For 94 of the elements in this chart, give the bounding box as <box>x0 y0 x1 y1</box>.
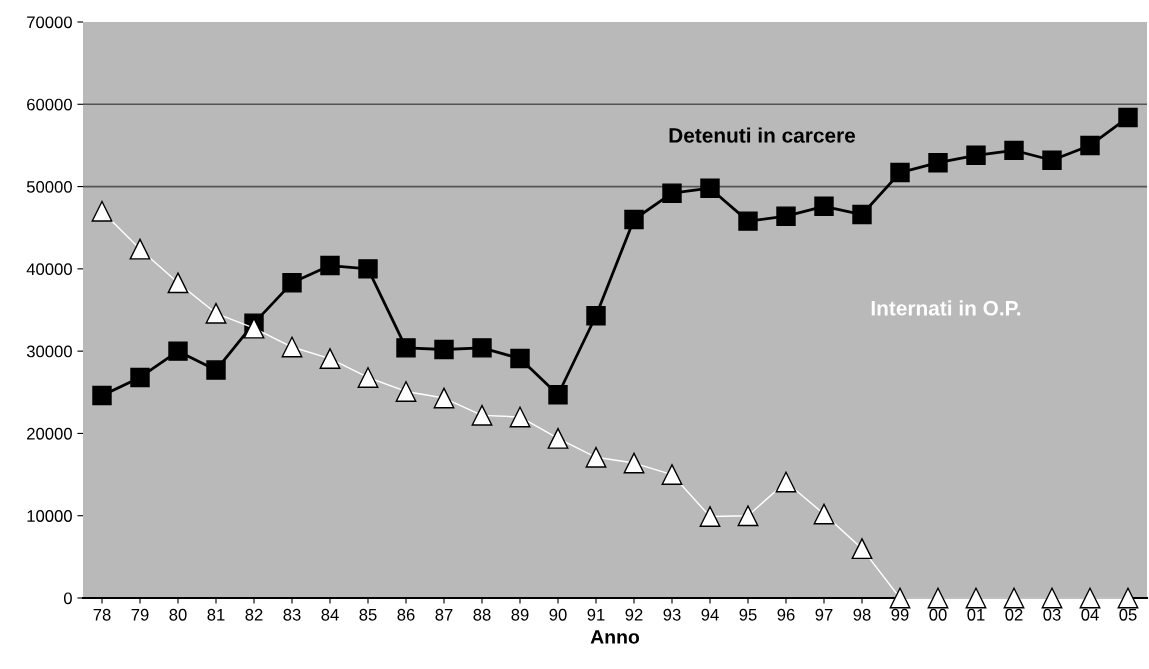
x-tick-label: 81 <box>207 608 225 621</box>
point <box>282 273 302 293</box>
series-label: Detenuti in carcere <box>669 127 856 143</box>
point <box>814 196 834 217</box>
point <box>699 506 721 527</box>
x-tick-label: 78 <box>93 608 111 621</box>
point <box>281 336 303 358</box>
x-tick-label: 91 <box>587 608 605 621</box>
x-tick-label: 04 <box>1081 608 1099 621</box>
point <box>662 183 682 203</box>
point <box>700 178 720 198</box>
x-tick-label: 94 <box>701 608 719 621</box>
point <box>91 200 113 222</box>
y-tick-label: 50000 <box>26 180 72 193</box>
x-axis-title: Anno <box>590 630 640 644</box>
y-tick-label: 30000 <box>26 345 72 358</box>
point <box>813 503 835 525</box>
point <box>966 145 986 166</box>
point <box>357 367 379 388</box>
y-tick-label: 60000 <box>27 98 72 111</box>
y-tick-label: 70000 <box>27 16 72 29</box>
x-tick-label: 90 <box>549 608 567 621</box>
x-tick-label: 82 <box>245 608 263 621</box>
x-tick-label: 95 <box>739 608 757 621</box>
point <box>737 505 759 527</box>
x-tick-label: 92 <box>625 608 643 621</box>
point <box>927 587 949 609</box>
point <box>92 385 112 406</box>
point <box>585 446 607 468</box>
point <box>965 587 987 609</box>
x-tick-label: 00 <box>929 608 947 621</box>
point <box>1080 135 1100 156</box>
x-tick-label: 98 <box>853 608 871 621</box>
point <box>548 385 568 405</box>
point <box>1118 107 1138 128</box>
x-tick-label: 84 <box>321 608 339 621</box>
point <box>243 317 265 339</box>
x-tick-label: 05 <box>1119 608 1137 621</box>
x-tick-label: 87 <box>435 608 453 621</box>
point <box>890 162 910 183</box>
point <box>168 341 188 361</box>
x-tick-label: 86 <box>397 608 415 621</box>
x-tick-label: 03 <box>1043 608 1061 621</box>
point <box>1079 587 1101 609</box>
y-tick-label: 20000 <box>27 427 72 440</box>
x-tick-label: 88 <box>473 608 491 621</box>
point <box>472 338 492 358</box>
x-tick-label: 99 <box>891 608 909 621</box>
y-tick-label: 10000 <box>27 510 72 522</box>
point <box>206 360 226 380</box>
point <box>167 272 189 294</box>
y-tick-label: 40000 <box>26 263 72 276</box>
x-tick-label: 79 <box>131 608 149 621</box>
text: Internati in O.P. <box>871 300 1021 316</box>
point <box>928 152 948 173</box>
point <box>889 587 911 609</box>
point <box>738 211 758 231</box>
point <box>1042 150 1062 170</box>
point <box>320 255 340 276</box>
point <box>509 406 531 428</box>
point <box>1004 140 1024 161</box>
x-tick-label: 89 <box>511 608 529 621</box>
x-tick-label: 01 <box>967 608 985 621</box>
x-tick-label: 80 <box>169 608 187 621</box>
x-tick-label: 02 <box>1005 608 1023 621</box>
point <box>1041 587 1063 609</box>
x-tick-label: 83 <box>283 608 301 621</box>
point <box>129 238 151 260</box>
point <box>319 348 341 369</box>
point <box>471 404 493 426</box>
point <box>205 302 227 324</box>
point <box>776 206 796 226</box>
y-tick-label: 0 <box>63 592 72 605</box>
point <box>358 259 378 279</box>
point <box>510 348 530 369</box>
point <box>1003 587 1025 609</box>
point <box>852 204 872 225</box>
point <box>624 209 644 230</box>
x-tick-label: 93 <box>663 608 681 621</box>
x-tick-label: 97 <box>815 608 833 621</box>
x-tick-label: 85 <box>359 608 377 621</box>
point <box>395 381 417 402</box>
point <box>851 538 873 560</box>
point <box>1117 587 1139 609</box>
point <box>547 427 569 449</box>
point <box>661 464 683 485</box>
point <box>623 452 645 474</box>
point <box>396 338 416 358</box>
point <box>434 339 454 360</box>
point <box>586 306 606 326</box>
point <box>433 387 455 409</box>
point <box>130 367 150 388</box>
x-tick-label: 96 <box>777 608 795 621</box>
point <box>775 471 797 493</box>
